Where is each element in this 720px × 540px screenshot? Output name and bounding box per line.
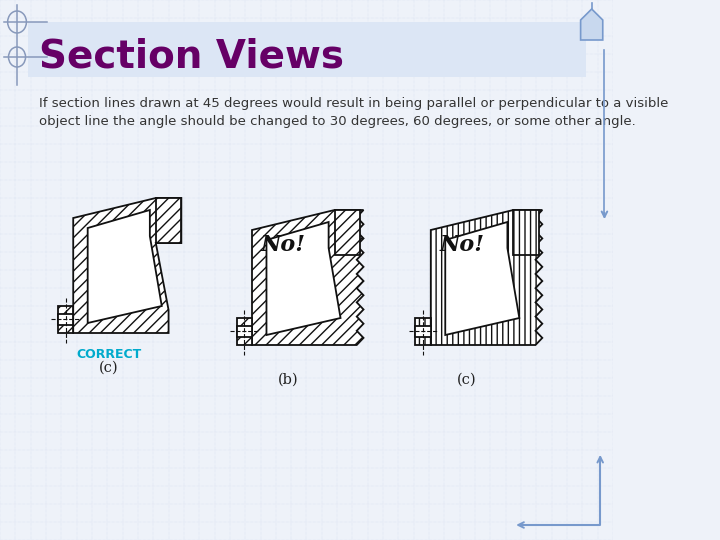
Polygon shape xyxy=(237,326,252,337)
Text: (b): (b) xyxy=(277,373,298,387)
Text: If section lines drawn at 45 degrees would result in being parallel or perpendic: If section lines drawn at 45 degrees wou… xyxy=(39,97,669,129)
Text: CORRECT: CORRECT xyxy=(76,348,142,361)
Polygon shape xyxy=(431,210,542,345)
FancyBboxPatch shape xyxy=(28,22,586,77)
Polygon shape xyxy=(415,326,431,337)
Polygon shape xyxy=(88,210,162,323)
Polygon shape xyxy=(252,210,364,345)
Text: No!: No! xyxy=(261,234,305,256)
Polygon shape xyxy=(156,198,181,243)
Text: (c): (c) xyxy=(99,361,119,375)
Text: No!: No! xyxy=(439,234,485,256)
Polygon shape xyxy=(580,9,603,40)
Polygon shape xyxy=(266,222,341,335)
Polygon shape xyxy=(445,222,519,335)
Text: Section Views: Section Views xyxy=(39,37,344,75)
Polygon shape xyxy=(237,318,252,345)
Text: (c): (c) xyxy=(456,373,477,387)
Polygon shape xyxy=(58,314,73,325)
Polygon shape xyxy=(58,306,73,333)
Polygon shape xyxy=(415,318,431,345)
Polygon shape xyxy=(335,210,360,255)
Polygon shape xyxy=(513,210,539,255)
Polygon shape xyxy=(73,198,181,333)
